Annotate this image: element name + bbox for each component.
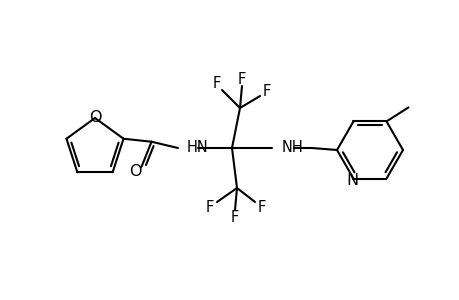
Text: N: N bbox=[346, 173, 358, 188]
Text: O: O bbox=[129, 164, 141, 179]
Text: F: F bbox=[206, 200, 213, 215]
Text: NH: NH bbox=[281, 140, 303, 154]
Text: F: F bbox=[262, 83, 270, 98]
Text: O: O bbox=[89, 110, 101, 124]
Text: F: F bbox=[230, 211, 239, 226]
Text: F: F bbox=[213, 76, 221, 91]
Text: F: F bbox=[237, 71, 246, 86]
Text: F: F bbox=[257, 200, 266, 215]
Text: HN: HN bbox=[187, 140, 208, 154]
